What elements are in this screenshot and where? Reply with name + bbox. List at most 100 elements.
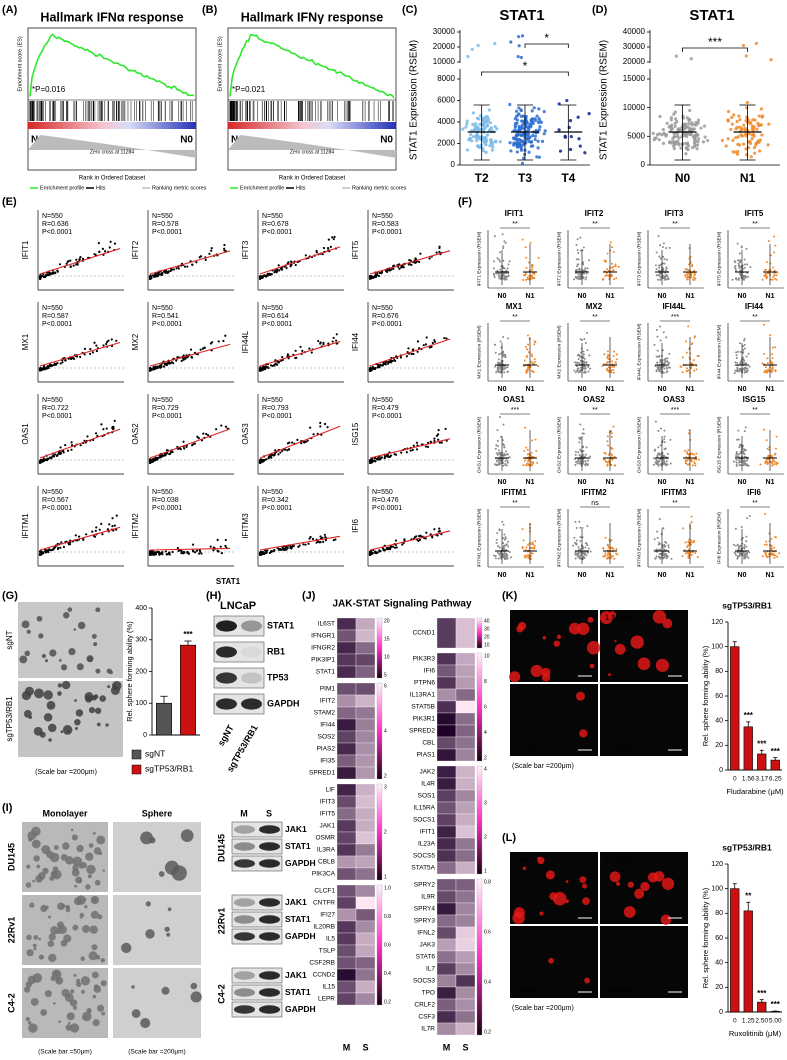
dot <box>613 266 615 268</box>
dot <box>742 142 745 145</box>
y-tick-label: 20 <box>715 742 723 749</box>
dot <box>478 123 481 126</box>
dot <box>523 127 526 130</box>
bar <box>730 889 739 1012</box>
dot <box>664 541 666 543</box>
dot <box>658 366 660 368</box>
dot <box>584 368 586 370</box>
dot <box>208 253 210 255</box>
dot <box>496 270 498 272</box>
x-tick-label: N0 <box>578 572 587 579</box>
dot <box>278 549 280 551</box>
dot <box>505 270 507 272</box>
dot <box>190 349 192 351</box>
dot <box>581 545 583 547</box>
dot <box>738 279 740 281</box>
dot <box>758 114 761 117</box>
axis-label: IFI44L Expression (RSEM) <box>636 323 642 380</box>
gene-label: IL15RA <box>413 805 435 812</box>
dot <box>443 337 445 339</box>
dot <box>582 456 584 458</box>
dot <box>419 253 421 255</box>
stat-label: P<0.0001 <box>262 321 292 328</box>
dot <box>507 263 509 265</box>
dot <box>295 264 297 266</box>
cell <box>63 725 73 735</box>
dot <box>260 553 262 555</box>
dot <box>476 144 479 147</box>
dot <box>78 535 80 537</box>
bar <box>744 911 753 1012</box>
x-tick-label: 5.00 <box>769 1018 782 1025</box>
dot <box>196 550 198 552</box>
plot-title: MX2 <box>586 302 603 311</box>
dot <box>577 459 579 461</box>
dot <box>205 433 207 435</box>
dot <box>502 336 504 338</box>
dot <box>327 426 329 428</box>
dot <box>407 347 409 349</box>
dot <box>743 459 745 461</box>
dot <box>584 553 586 555</box>
dot <box>762 279 764 281</box>
dot <box>766 556 768 558</box>
dot <box>704 136 707 139</box>
dot <box>288 442 290 444</box>
dot <box>661 533 663 535</box>
plot-title: IFIT3 <box>665 209 684 218</box>
dot <box>588 259 590 261</box>
dot <box>532 541 534 543</box>
dot <box>527 344 529 346</box>
image-label: Veh <box>515 855 528 864</box>
dot <box>502 355 504 357</box>
dot <box>766 439 768 441</box>
gene-label: TSLP <box>319 948 335 955</box>
stat-label: P<0.0001 <box>262 229 292 236</box>
dot <box>530 361 532 363</box>
dot <box>483 121 486 124</box>
dot <box>687 464 689 466</box>
dot <box>748 140 751 143</box>
dot <box>661 277 663 279</box>
plot-title: IFI44L <box>662 302 685 311</box>
image-label: 2.50μM <box>515 985 540 994</box>
dot <box>534 138 537 141</box>
dot <box>740 127 743 130</box>
dot <box>665 336 667 338</box>
dot <box>261 276 263 278</box>
dot <box>281 450 283 452</box>
dot <box>416 442 418 444</box>
dot <box>308 348 310 350</box>
dot <box>656 556 658 558</box>
plot-title: IFIT5 <box>745 209 764 218</box>
y-tick-label: 120 <box>711 861 723 868</box>
dot <box>502 233 504 235</box>
cell <box>579 729 587 737</box>
blot-label: GAPDH <box>285 858 316 868</box>
heat-cell <box>456 891 475 903</box>
dot <box>315 541 317 543</box>
color-scale <box>377 784 382 880</box>
heat-cell <box>437 975 456 987</box>
gene-label: SOCS1 <box>413 817 435 824</box>
dot <box>769 334 771 336</box>
dot <box>706 139 709 142</box>
dot <box>576 258 578 260</box>
bar <box>757 1002 766 1012</box>
dot <box>736 453 738 455</box>
cell <box>89 707 95 713</box>
dot <box>71 441 73 443</box>
dot <box>65 263 67 265</box>
dot <box>485 151 488 154</box>
axis-label: Rel. sphere forming ability (%) <box>701 887 710 988</box>
dot <box>160 552 162 554</box>
heat-cell <box>356 719 375 731</box>
dot <box>317 340 319 342</box>
cell <box>74 628 77 631</box>
dot <box>280 267 282 269</box>
band <box>241 698 262 709</box>
dot <box>725 144 728 147</box>
legend-swatch <box>132 750 141 759</box>
dot <box>278 264 280 266</box>
significance: ** <box>592 407 598 414</box>
